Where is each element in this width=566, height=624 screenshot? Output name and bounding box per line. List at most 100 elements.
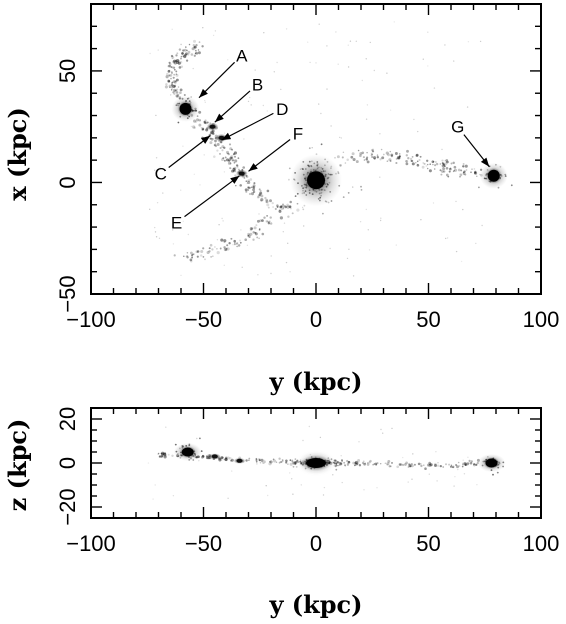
particle [229, 159, 231, 161]
particle [261, 219, 264, 222]
particle [272, 206, 274, 208]
x-tick-label: −50 [185, 531, 222, 556]
particle [476, 484, 478, 486]
particle [473, 463, 476, 466]
particle [173, 85, 177, 88]
particle [481, 224, 483, 227]
particle [223, 239, 227, 243]
particle [390, 154, 394, 158]
particle [216, 143, 220, 146]
particle [203, 456, 205, 458]
particle [324, 200, 327, 203]
particle [370, 152, 373, 155]
particle [460, 260, 463, 263]
particle [273, 71, 275, 73]
particle [396, 156, 400, 160]
particle [400, 463, 403, 466]
particle [175, 54, 178, 57]
particle [444, 162, 448, 166]
particle [355, 40, 357, 42]
particle [300, 461, 303, 464]
particle [426, 163, 429, 166]
particle [305, 194, 308, 196]
particle [205, 455, 208, 458]
particle [301, 185, 303, 187]
particle [476, 175, 478, 178]
particle [466, 462, 469, 466]
particle [348, 248, 350, 250]
particle [296, 459, 299, 462]
particle [299, 460, 302, 463]
particle [406, 149, 409, 153]
particle [445, 463, 447, 466]
particle [196, 250, 200, 253]
particle [174, 443, 177, 446]
particle [181, 52, 184, 55]
particle [216, 247, 218, 250]
particle [193, 119, 197, 123]
particle [302, 187, 304, 190]
particle [442, 163, 446, 166]
particle [301, 206, 304, 209]
particle [177, 455, 180, 458]
particle [220, 238, 224, 242]
particle [426, 463, 430, 467]
galaxy-blob-small [206, 122, 219, 131]
particle [462, 163, 465, 165]
particle [462, 165, 465, 168]
particle [199, 119, 202, 122]
particle [212, 138, 214, 140]
particle [155, 157, 158, 159]
particle [190, 53, 194, 56]
particle [290, 207, 292, 210]
annotation-G: G [451, 118, 490, 168]
particle [221, 158, 224, 162]
particle [442, 163, 445, 166]
particle [444, 44, 446, 46]
particle [160, 455, 163, 458]
particle [255, 457, 258, 460]
particle [171, 82, 173, 84]
particle [229, 147, 233, 151]
galaxy-blob-large [276, 143, 363, 215]
particle [257, 194, 261, 198]
particle [338, 184, 341, 187]
particle [171, 28, 173, 30]
particle [157, 452, 160, 455]
particle [307, 164, 309, 167]
particle [497, 186, 500, 189]
particle [328, 181, 331, 184]
particle [354, 461, 357, 465]
particle [348, 460, 350, 463]
particle [423, 464, 425, 466]
particle [193, 109, 195, 112]
particle [274, 207, 277, 211]
particle [337, 172, 340, 175]
particle [431, 160, 435, 163]
particle [296, 208, 300, 212]
particle [224, 156, 227, 159]
particle [195, 456, 198, 458]
satellite-nucleus [211, 454, 218, 459]
particle [393, 21, 395, 23]
particle [210, 130, 213, 134]
particle [408, 462, 411, 466]
particle [294, 195, 297, 198]
particle [394, 152, 398, 155]
particle [462, 171, 465, 174]
particle [237, 157, 240, 160]
particle [236, 242, 239, 245]
particle [233, 151, 237, 155]
particle [168, 74, 171, 77]
particle [366, 462, 369, 464]
particle [330, 458, 333, 461]
particle [292, 493, 294, 495]
particle [192, 125, 196, 129]
particle [184, 55, 187, 58]
particle [440, 173, 443, 176]
particle [173, 73, 176, 76]
particle [255, 458, 258, 462]
x-tick-label: −50 [185, 307, 222, 332]
